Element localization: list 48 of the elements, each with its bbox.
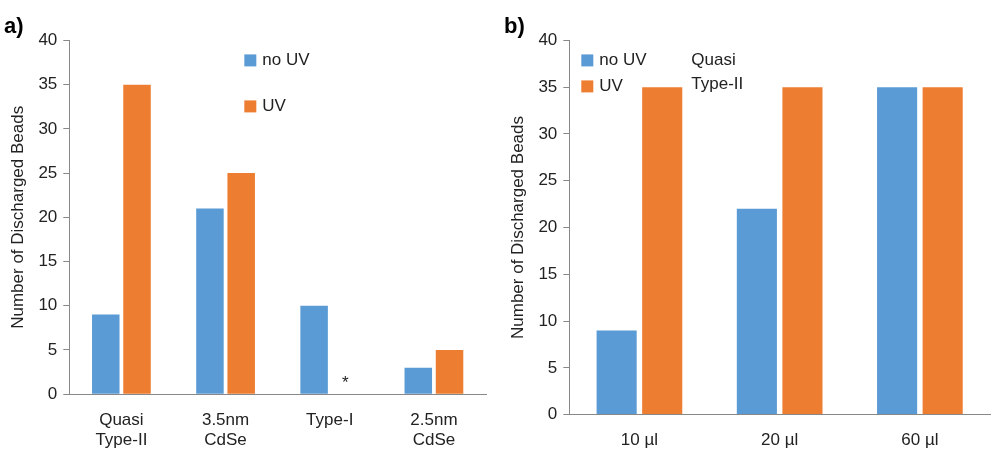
legend-label: no UV bbox=[599, 50, 648, 70]
bar bbox=[227, 173, 255, 394]
x-tick-label: 2.5nm CdSe bbox=[410, 410, 458, 450]
bar bbox=[435, 349, 464, 394]
x-tick-label: Type-I bbox=[306, 410, 354, 430]
x-tick-label: 20 µl bbox=[761, 430, 799, 450]
x-tick-label: 60 µl bbox=[901, 430, 939, 450]
y-axis-title: Number of Discharged Beads bbox=[7, 105, 27, 329]
bar bbox=[196, 208, 224, 394]
x-tick-label: 10 µl bbox=[620, 430, 659, 450]
y-tick-label: 10 bbox=[538, 310, 558, 330]
y-tick-label: 25 bbox=[538, 170, 558, 190]
bar bbox=[404, 367, 433, 394]
y-tick-label: 35 bbox=[38, 74, 58, 94]
y-tick-label: 40 bbox=[38, 30, 58, 50]
y-tick-label: 5 bbox=[547, 357, 558, 377]
y-tick-label: 0 bbox=[47, 383, 58, 403]
bar bbox=[596, 330, 637, 415]
bar bbox=[922, 87, 963, 415]
y-tick-label: 30 bbox=[38, 118, 58, 138]
bar bbox=[123, 84, 151, 394]
y-tick-label: 35 bbox=[538, 76, 558, 96]
bar bbox=[92, 314, 120, 394]
y-tick-label: 0 bbox=[547, 404, 558, 424]
y-tick-label: 15 bbox=[538, 263, 558, 283]
y-tick-label: 25 bbox=[38, 162, 58, 182]
y-tick-label: 5 bbox=[47, 339, 58, 359]
y-tick-label: 20 bbox=[538, 217, 558, 237]
y-tick-label: 40 bbox=[538, 30, 558, 50]
legend-label: UV bbox=[599, 76, 624, 96]
annotation: * bbox=[342, 373, 350, 393]
x-tick-label: Quasi Type-II bbox=[95, 410, 148, 450]
bar bbox=[642, 87, 683, 415]
bar bbox=[877, 87, 918, 415]
x-tick-label: 3.5nm CdSe bbox=[201, 410, 250, 450]
chart-title: a) bbox=[4, 13, 24, 39]
bar bbox=[300, 305, 328, 394]
y-tick-label: 20 bbox=[38, 206, 58, 226]
y-tick-label: 10 bbox=[38, 295, 58, 315]
legend-label: UV bbox=[262, 96, 287, 116]
chart-title: b) bbox=[504, 13, 525, 39]
legend-label: no UV bbox=[262, 50, 311, 70]
y-tick-label: 30 bbox=[538, 123, 558, 143]
y-tick-label: 15 bbox=[38, 251, 58, 271]
bar bbox=[782, 87, 823, 415]
bar bbox=[736, 208, 777, 415]
y-axis-title: Number of Discharged Beads bbox=[507, 115, 527, 340]
annotation: Quasi Type-II bbox=[691, 50, 744, 94]
